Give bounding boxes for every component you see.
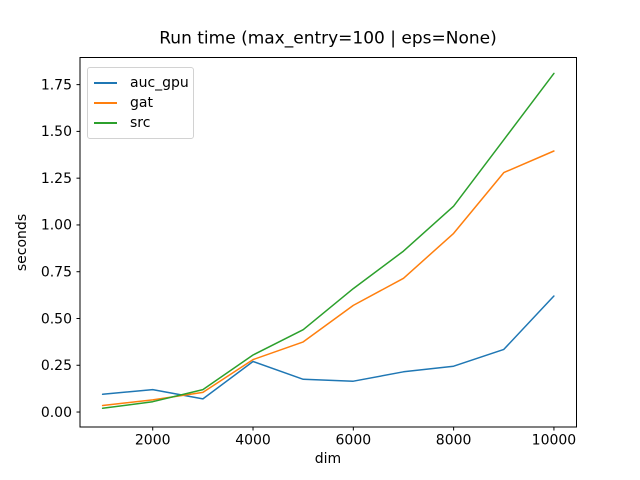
legend-entry-auc_gpu: auc_gpu: [94, 73, 189, 93]
series-line-auc_gpu: [101, 295, 555, 400]
legend-entry-src: src: [94, 113, 185, 133]
x-tick-label: 8000: [436, 433, 472, 449]
y-tick-label: 1.75: [41, 77, 72, 93]
x-tick-label: 4000: [235, 433, 271, 449]
y-tick-label: 1.50: [41, 124, 72, 140]
y-tick-label: 1.00: [41, 218, 72, 234]
x-tick-label: 6000: [336, 433, 372, 449]
chart-title: Run time (max_entry=100 | eps=None): [159, 29, 497, 49]
series-group: [101, 72, 555, 410]
legend-entry-gat: gat: [94, 93, 185, 113]
y-tick-label: 0.50: [41, 311, 72, 327]
y-tick-label: 0.00: [41, 405, 72, 421]
x-tick-label: 2000: [135, 433, 171, 449]
series-line-src: [101, 72, 555, 410]
y-tick-label: 1.25: [41, 171, 72, 187]
series-line-gat: [101, 150, 555, 407]
legend-label: src: [130, 115, 151, 131]
legend-label: gat: [130, 95, 153, 111]
legend-label: auc_gpu: [130, 75, 189, 91]
x-tick-label: 10000: [532, 433, 577, 449]
y-tick-label: 0.25: [41, 358, 72, 374]
y-tick-label: 0.75: [41, 265, 72, 281]
axes-frame: [79, 57, 577, 428]
legend-line-sample: [94, 82, 117, 84]
legend-line-sample: [94, 122, 117, 124]
y-axis-label: seconds: [14, 214, 30, 271]
legend-line-sample: [94, 102, 117, 104]
ticks-group: 2000 4000 6000 8000 10000 0.00 0.25 0.50 0.75 1.0…: [41, 77, 576, 448]
x-axis-label: dim: [315, 451, 341, 467]
